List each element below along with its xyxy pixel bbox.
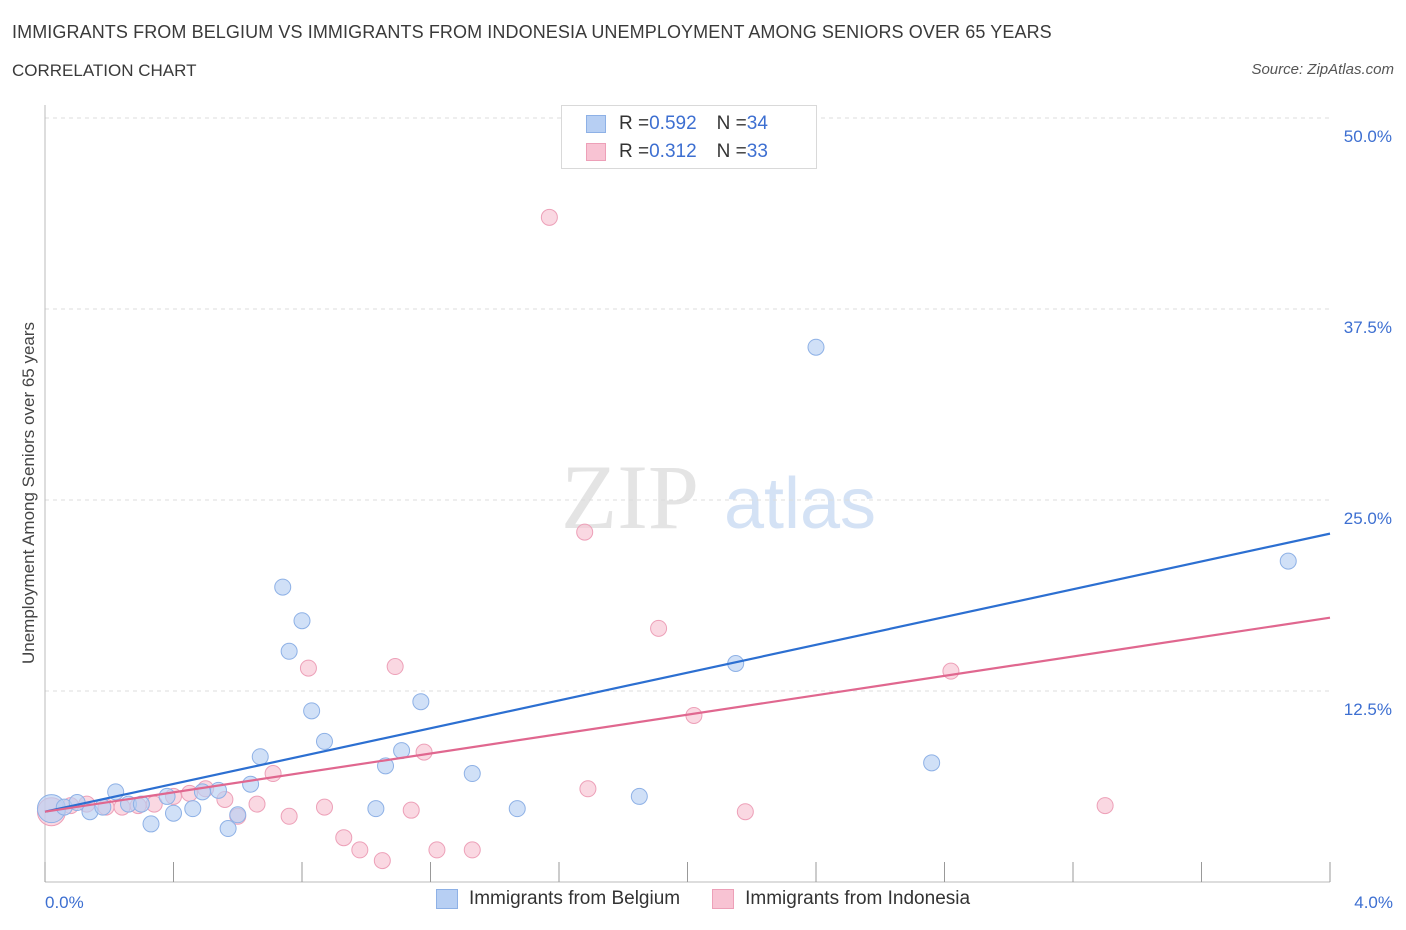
indonesia-point [248, 795, 266, 813]
belgium-point [158, 787, 176, 805]
indonesia-point [386, 658, 404, 676]
stats-box: R = 0.592 N = 34 R = 0.312 N = 33 [561, 105, 817, 169]
indonesia-point [463, 841, 481, 859]
chart-subtitle: CORRELATION CHART [12, 61, 197, 80]
belgium-point [807, 338, 825, 356]
legend-item-belgium[interactable]: Immigrants from Belgium [435, 888, 681, 910]
indonesia-point [1096, 797, 1114, 815]
legend-item-indonesia[interactable]: Immigrants from Indonesia [712, 888, 970, 910]
belgium-point [463, 765, 481, 783]
y-tick-label: 37.5% [1344, 318, 1392, 337]
indonesia-point [650, 619, 668, 637]
r-label: R = [619, 141, 650, 162]
y-tick-label: 12.5% [1344, 700, 1392, 719]
indonesia-point [736, 803, 754, 821]
belgium-point [412, 693, 430, 711]
gridlines [45, 117, 1330, 692]
axes [44, 105, 1331, 883]
indonesia-swatch [586, 143, 606, 161]
belgium-swatch [586, 115, 606, 133]
belgium-point [184, 800, 202, 818]
y-tick-label: 25.0% [1344, 509, 1392, 528]
indonesia-point [415, 743, 433, 761]
source-label: Source: ZipAtlas.com [1251, 61, 1394, 78]
belgium-trend-line [44, 532, 1331, 813]
indonesia-point [280, 807, 298, 825]
indonesia-point [351, 841, 369, 859]
trend-lines [44, 532, 1331, 813]
indonesia-trend-line [44, 616, 1331, 813]
r-value: 0.592 [649, 113, 697, 134]
indonesia-point [540, 208, 558, 226]
indonesia-point [402, 801, 420, 819]
x-tick-label: 4.0% [1354, 893, 1393, 912]
belgium-point [142, 815, 160, 833]
indonesia-point [335, 829, 353, 847]
belgium-point [274, 578, 292, 596]
belgium-point [219, 820, 237, 838]
legend-label-indonesia: Immigrants from Indonesia [745, 888, 971, 909]
indonesia-point [299, 659, 317, 677]
belgium-point [367, 800, 385, 818]
indonesia-point [373, 852, 391, 870]
belgium-point [242, 775, 260, 793]
belgium-point [165, 804, 182, 822]
watermark-atlas: atlas [724, 464, 876, 544]
belgium-point [508, 800, 526, 818]
belgium-point [229, 806, 247, 824]
belgium-point [630, 787, 648, 805]
belgium-point [923, 754, 941, 772]
belgium-point [251, 748, 269, 766]
indonesia-point [428, 841, 446, 859]
n-label: N = [716, 141, 747, 162]
belgium-point [315, 732, 333, 750]
chart-title: IMMIGRANTS FROM BELGIUM VS IMMIGRANTS FR… [12, 22, 1052, 42]
chart-legend: Immigrants from Belgium Immigrants from … [0, 888, 1406, 910]
indonesia-point [579, 780, 597, 798]
stats-row-indonesia: R = 0.312 N = 33 [586, 139, 768, 165]
y-axis-label: Unemployment Among Seniors over 65 years [19, 322, 38, 664]
y-tick-label: 50.0% [1344, 127, 1392, 146]
n-label: N = [716, 113, 747, 134]
belgium-point [293, 612, 311, 630]
belgium-point [280, 642, 298, 660]
stats-row-belgium: R = 0.592 N = 34 [586, 111, 768, 137]
legend-label-belgium: Immigrants from Belgium [468, 888, 681, 909]
legend-swatch-belgium [435, 889, 458, 909]
n-value: 33 [746, 141, 768, 162]
belgium-point [303, 702, 321, 720]
n-value: 34 [746, 113, 768, 134]
x-tick-label: 0.0% [45, 893, 84, 912]
indonesia-point [576, 523, 594, 541]
legend-swatch-indonesia [712, 889, 735, 909]
belgium-point [1279, 552, 1297, 570]
tick-labels: 12.5% 25.0% 37.5% 50.0% 0.0% 4.0% [45, 127, 1393, 912]
r-label: R = [619, 113, 650, 134]
indonesia-point [315, 798, 333, 816]
r-value: 0.312 [649, 141, 697, 162]
